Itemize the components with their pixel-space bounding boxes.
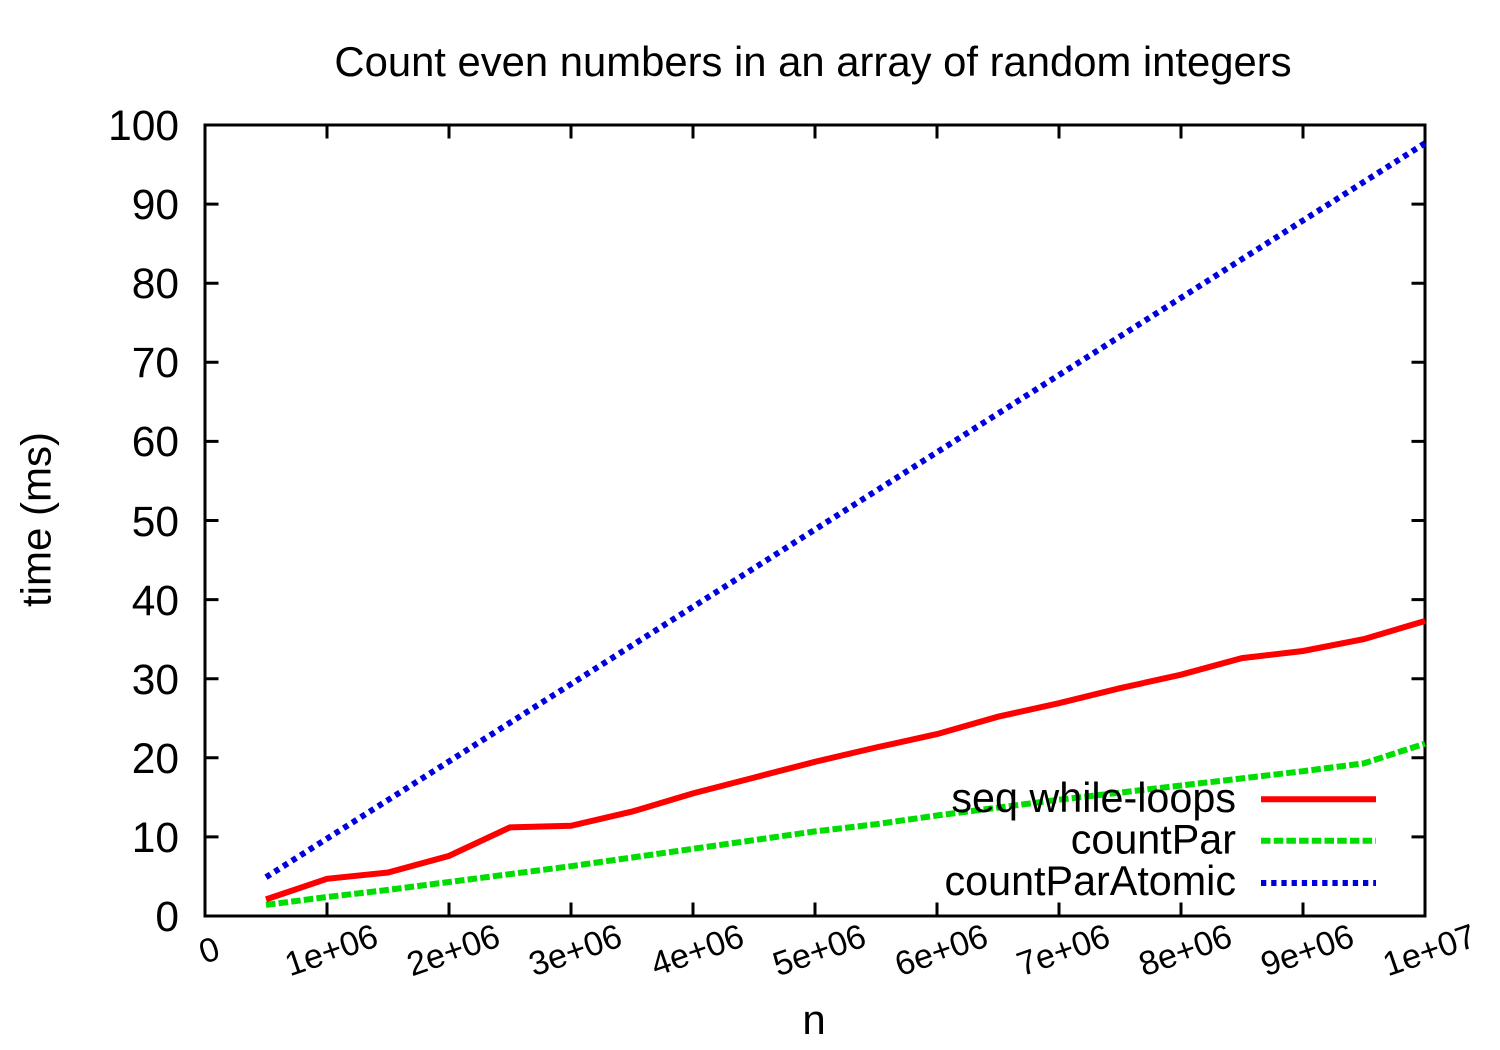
svg-text:n: n (802, 996, 825, 1043)
svg-text:90: 90 (132, 182, 179, 229)
svg-text:0: 0 (155, 894, 179, 941)
svg-text:100: 100 (108, 103, 179, 150)
svg-text:30: 30 (132, 657, 179, 704)
svg-text:40: 40 (132, 578, 179, 625)
svg-text:70: 70 (132, 340, 179, 387)
svg-text:time (ms): time (ms) (13, 432, 60, 607)
svg-text:seq while-loops: seq while-loops (951, 775, 1236, 821)
svg-text:Count even numbers in an array: Count even numbers in an array of random… (334, 38, 1291, 85)
svg-text:countParAtomic: countParAtomic (945, 858, 1237, 904)
svg-text:10: 10 (132, 815, 179, 862)
svg-text:20: 20 (132, 736, 179, 783)
svg-text:countPar: countPar (1071, 817, 1237, 863)
svg-text:60: 60 (132, 419, 179, 466)
svg-text:50: 50 (132, 499, 179, 546)
svg-text:80: 80 (132, 261, 179, 308)
